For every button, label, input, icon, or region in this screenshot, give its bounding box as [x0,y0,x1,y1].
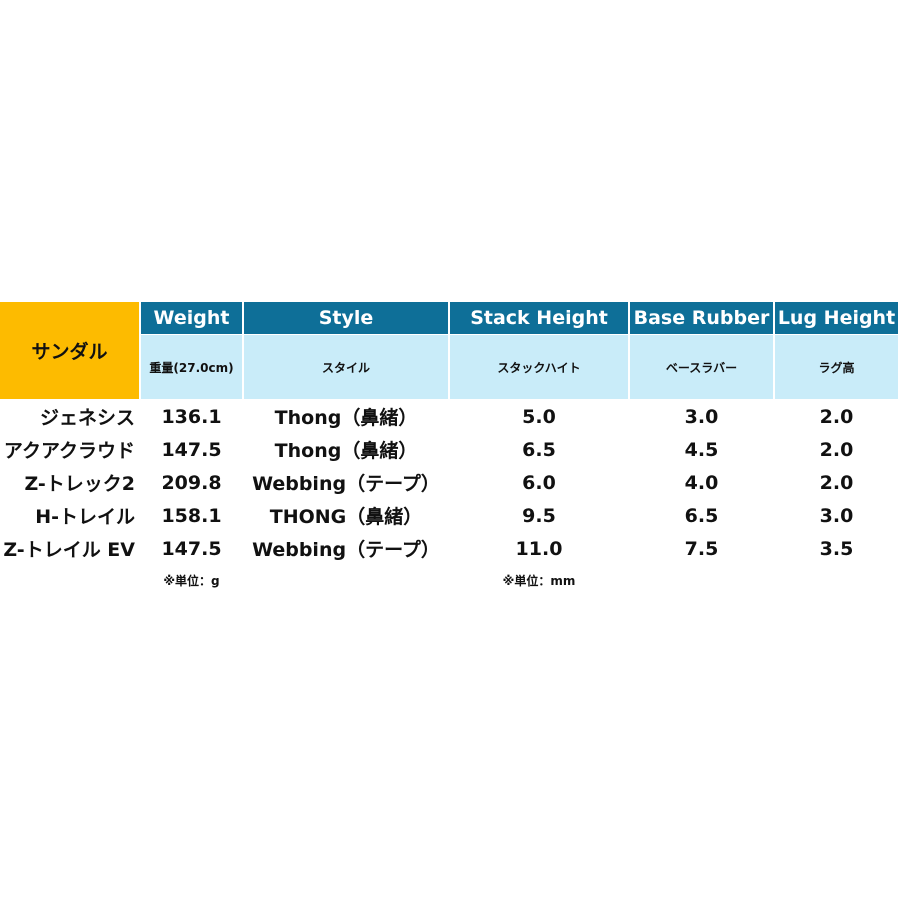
row-name: H-トレイル [35,506,135,528]
corner-label: サンダル [0,302,139,399]
column-subheader: スタックハイト [450,335,628,399]
table-cell: THONG（鼻緒） [269,506,423,528]
table-cell: 6.5 [522,438,556,461]
table-cell: 209.8 [161,471,222,494]
table-cell: 147.5 [161,438,222,461]
table-cell: 11.0 [515,537,563,560]
table-cell: Webbing（テープ） [252,539,440,561]
column-header: Stack Height [450,302,628,334]
column-subheader: スタイル [244,335,448,399]
table-cell: 3.0 [684,405,719,428]
table-cell: 147.5 [161,537,222,560]
row-name: Z-トレック2 [24,473,135,495]
table-cell: Thong（鼻緒） [274,440,418,462]
table-cell: 6.0 [522,471,556,494]
table-cell: 2.0 [819,405,854,428]
table-cell: 2.0 [819,438,854,461]
table-cell: 3.0 [819,504,854,527]
table-cell: 4.0 [684,471,719,494]
column-header: Weight [141,302,242,334]
column-subheader: ラグ高 [775,335,898,399]
column-subheader: ベースラバー [630,335,773,399]
weight-unit-note: ※単位：g [163,573,220,588]
column-header: Base Rubber [630,302,773,334]
table-cell: 7.5 [684,537,719,560]
row-name: Z-トレイル EV [3,539,135,561]
table-cell: 4.5 [684,438,719,461]
table-cell: 136.1 [161,405,222,428]
height-unit-note: ※単位：mm [502,573,576,588]
table-cell: 9.5 [522,504,556,527]
table-cell: Thong（鼻緒） [274,407,418,429]
table-cell: 6.5 [684,504,719,527]
table-cell: Webbing（テープ） [252,473,440,495]
row-name: ジェネシス [39,407,135,429]
row-name: アクアクラウド [3,440,135,462]
table-cell: 5.0 [522,405,556,428]
column-header: Style [244,302,448,334]
table-cell: 2.0 [819,471,854,494]
column-subheader: 重量(27.0cm) [141,335,242,399]
column-header: Lug Height [775,302,898,334]
table-cell: 158.1 [161,504,222,527]
table-cell: 3.5 [819,537,854,560]
